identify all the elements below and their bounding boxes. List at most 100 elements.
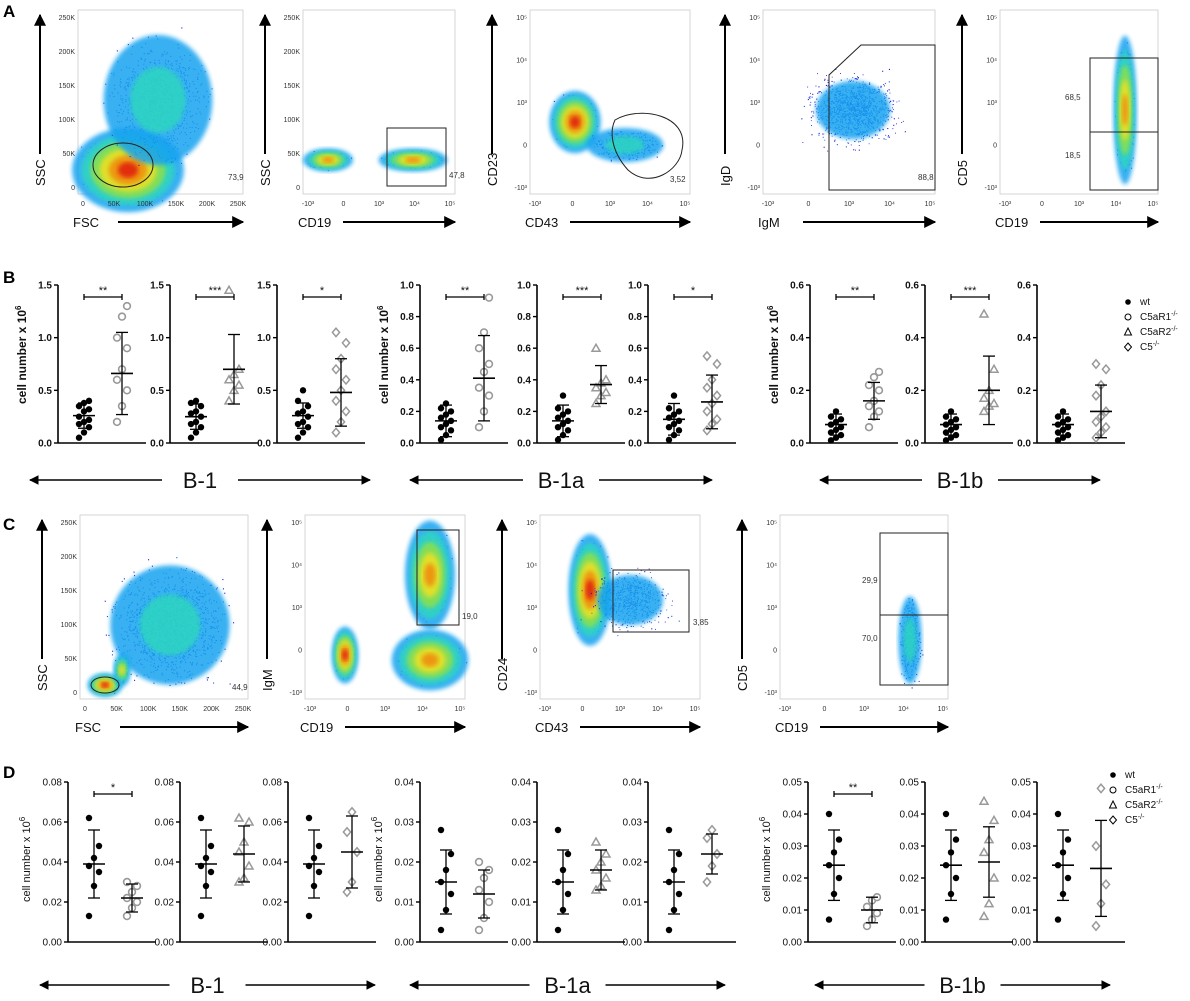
data-point (665, 926, 673, 934)
x-axis-label: FSC (75, 720, 101, 735)
data-point (837, 424, 845, 431)
data-point (474, 925, 484, 935)
data-point (702, 425, 712, 436)
data-point (978, 392, 990, 402)
dot-chart-b-8: 0.0 0.2 0.4 0.6 *** (905, 281, 1013, 450)
data-point (978, 405, 990, 416)
data-point (707, 824, 717, 836)
y-tick-label: 0.6 (400, 344, 414, 355)
data-point (305, 814, 313, 822)
y-tick-label: 1.0 (38, 333, 52, 344)
y-tick-label: 0.01 (900, 906, 920, 917)
y-axis-label: SSC (258, 159, 273, 186)
y-axis-label: SSC (33, 159, 48, 186)
y-tick-label: 0.6 (628, 344, 642, 355)
legend-marker (1123, 326, 1133, 336)
data-point (825, 810, 833, 818)
data-point (942, 413, 950, 420)
x-tick-label: 250K (230, 201, 247, 208)
data-point (827, 429, 835, 436)
x-tick-label: 200K (203, 706, 220, 713)
significance-label: ** (99, 285, 108, 297)
gate-percent: 70,0 (862, 634, 878, 643)
x-tick-label: 0 (581, 706, 585, 713)
y-tick-label: 0 (756, 143, 760, 150)
data-point (702, 876, 712, 888)
significance-label: * (111, 782, 116, 794)
x-tick-label: 10³ (380, 706, 391, 713)
y-tick-label: 0.00 (783, 938, 803, 949)
y-tick-label: 0.02 (900, 874, 920, 885)
x-tick-label: 10⁴ (1111, 201, 1122, 208)
x-tick-label: 10⁵ (680, 201, 691, 208)
x-tick-label: 0 (571, 201, 575, 208)
legend-marker (1110, 772, 1116, 778)
y-tick-label: 0.08 (263, 778, 283, 789)
data-point (1096, 783, 1106, 794)
data-point (702, 832, 712, 844)
y-tick-label: 0.5 (257, 386, 271, 397)
y-tick-label: 10³ (517, 100, 528, 107)
y-tick-label: 1.5 (150, 281, 164, 292)
data-point (243, 816, 255, 826)
y-tick-label: 1.5 (38, 281, 52, 292)
plot-frame (529, 9, 691, 195)
data-point (942, 429, 950, 436)
y-tick-label: 0.0 (517, 439, 531, 450)
data-point (564, 890, 572, 898)
y-tick-label: 0.2 (400, 407, 414, 418)
data-point (675, 408, 683, 415)
data-point (437, 414, 445, 421)
gate (386, 127, 447, 187)
data-point (952, 424, 960, 431)
data-point (233, 379, 245, 389)
data-point (447, 408, 455, 415)
data-point (437, 405, 445, 412)
data-point (825, 916, 833, 923)
y-tick-label: 1.0 (150, 333, 164, 344)
data-point (702, 382, 712, 394)
dot-chart-d-8: 0.00 0.01 0.02 0.03 0.04 0.05 (900, 778, 1013, 949)
y-tick-label: 150K (284, 83, 301, 90)
x-tick-label: 10³ (374, 201, 385, 208)
y-tick-label: 0.04 (1012, 810, 1032, 821)
gate (416, 529, 460, 626)
x-tick-label: 150K (172, 706, 189, 713)
gate (828, 44, 936, 191)
data-point (331, 327, 341, 338)
y-tick-label: 0.05 (900, 778, 920, 789)
data-point (484, 391, 494, 400)
y-tick-label: 0.6 (905, 281, 919, 292)
data-point (243, 860, 255, 870)
dot-chart-d-4: 0.00 0.01 0.02 0.03 0.04 cell number x 106 (370, 778, 508, 949)
data-point (233, 812, 245, 822)
y-tick-label: 200K (61, 554, 78, 561)
x-tick-label: 10³ (615, 706, 626, 713)
y-tick-label: 100K (59, 117, 76, 124)
legend-label: wt (1139, 297, 1150, 308)
data-point (1091, 358, 1101, 370)
y-tick-label: 0.8 (400, 312, 414, 323)
y-tick-label: 100K (284, 117, 301, 124)
x-tick-label: 10⁵ (925, 201, 936, 208)
data-point (952, 874, 960, 882)
y-tick-label: 10⁴ (516, 58, 527, 65)
data-point (85, 416, 93, 424)
data-point (712, 413, 722, 425)
data-point (952, 836, 960, 843)
y-tick-label: 0.00 (623, 938, 643, 949)
x-tick-label: 0 (83, 706, 87, 713)
data-point (187, 410, 195, 417)
data-point (95, 842, 103, 850)
data-point (554, 826, 562, 834)
y-tick-label: 1.5 (257, 281, 271, 292)
x-tick-label: 10⁴ (652, 706, 663, 713)
y-tick-label: 0 (298, 648, 302, 655)
y-tick-label: -10³ (985, 185, 998, 192)
y-tick-label: 0 (773, 648, 777, 655)
x-tick-label: 10³ (844, 201, 855, 208)
data-point (600, 848, 612, 858)
y-tick-label: 0.05 (783, 778, 803, 789)
x-tick-label: -10³ (529, 201, 542, 208)
population-b-b-1b: B-1b (819, 468, 1101, 493)
